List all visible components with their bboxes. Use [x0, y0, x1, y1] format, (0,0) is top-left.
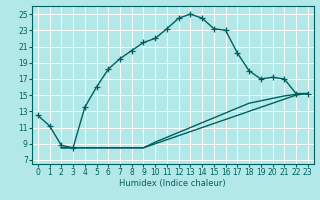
X-axis label: Humidex (Indice chaleur): Humidex (Indice chaleur): [119, 179, 226, 188]
